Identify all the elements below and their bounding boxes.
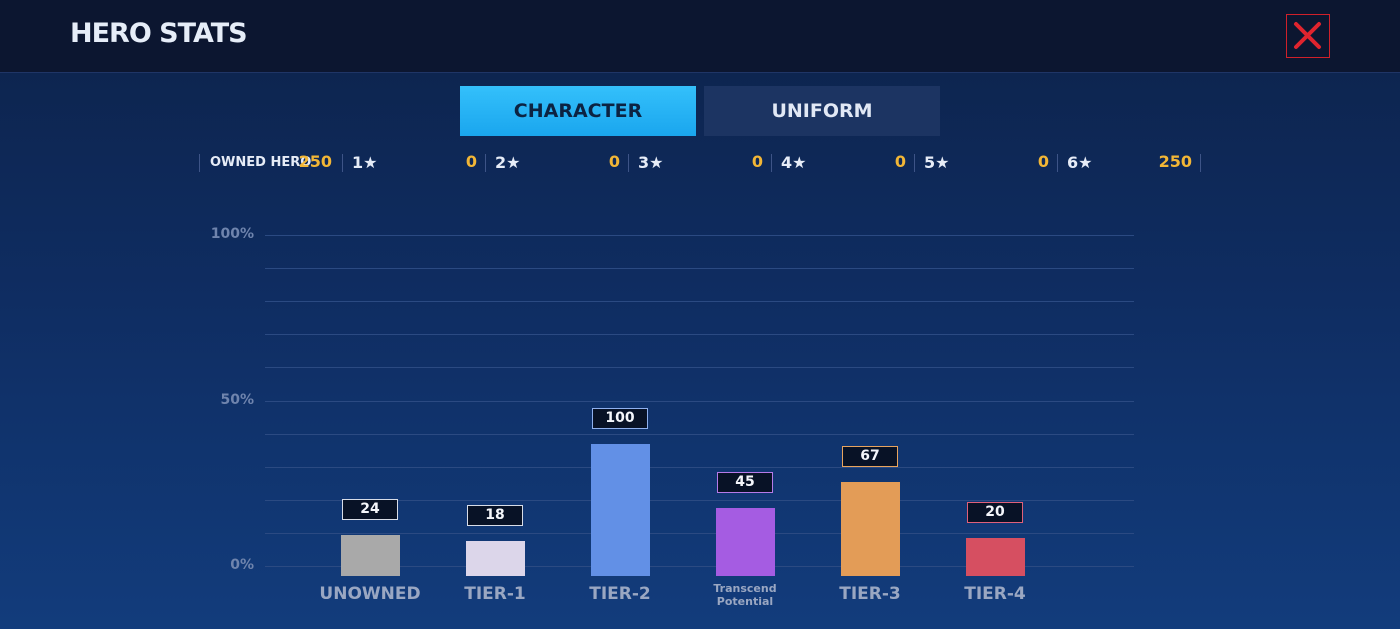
- separator: [1200, 154, 1201, 172]
- grid-line: [265, 433, 1134, 435]
- separator: [485, 154, 486, 172]
- grid-line: [265, 367, 1134, 369]
- y-tick-label: 0%: [230, 557, 254, 573]
- x-tick-label: TIER-1: [464, 584, 526, 604]
- separator: [914, 154, 915, 172]
- star-label: 3★: [638, 153, 664, 172]
- x-tick-label: TIER-3: [839, 584, 901, 604]
- count-label: 18: [467, 505, 523, 527]
- bar: [840, 481, 900, 576]
- separator: [771, 154, 772, 172]
- x-tick-label: TIER-2: [589, 584, 651, 604]
- star-label: 6★: [1067, 153, 1093, 172]
- summary-label: OWNED HERO: [210, 155, 312, 170]
- star-label: 2★: [495, 153, 521, 172]
- count-label: 100: [592, 407, 648, 429]
- count-label: 24: [342, 498, 398, 520]
- bar: [465, 541, 525, 576]
- tab-character[interactable]: CHARACTER: [460, 86, 696, 136]
- star-value: 0: [751, 152, 763, 171]
- star-value: 0: [608, 152, 620, 171]
- count-label: 67: [842, 445, 898, 467]
- count-label: 20: [967, 501, 1023, 523]
- separator: [1057, 154, 1058, 172]
- star-value: 0: [894, 152, 906, 171]
- x-tick-label: TIER-4: [964, 584, 1026, 604]
- bar: [965, 537, 1025, 576]
- grid-line: [265, 566, 1134, 567]
- grid-line: [265, 466, 1134, 468]
- bar: [715, 508, 775, 576]
- tab-uniform[interactable]: UNIFORM: [704, 86, 940, 136]
- grid-line: [265, 532, 1134, 534]
- y-tick-label: 100%: [210, 226, 254, 242]
- page-title: HERO STATS: [70, 18, 248, 49]
- bar: [340, 534, 400, 576]
- star-value: 250: [1158, 152, 1192, 171]
- grid-line: [265, 301, 1134, 303]
- grid-line: [265, 499, 1134, 501]
- close-icon: [1294, 22, 1321, 49]
- summary-value: 250: [298, 152, 332, 171]
- star-label: 1★: [352, 153, 378, 172]
- x-tick-label: UNOWNED: [319, 584, 421, 604]
- bar: [590, 443, 650, 576]
- grid-line: [265, 268, 1134, 270]
- star-label: 5★: [924, 153, 950, 172]
- star-value: 0: [1037, 152, 1049, 171]
- header-bar: [0, 0, 1400, 73]
- count-label: 45: [717, 472, 773, 494]
- star-value: 0: [465, 152, 477, 171]
- x-tick-label: Transcend Potential: [713, 582, 777, 608]
- separator: [199, 154, 200, 172]
- separator: [628, 154, 629, 172]
- y-tick-label: 50%: [220, 391, 254, 408]
- separator: [342, 154, 343, 172]
- grid-line: [265, 334, 1134, 336]
- star-label: 4★: [781, 153, 807, 172]
- grid-line: [265, 235, 1134, 236]
- close-button[interactable]: [1286, 14, 1330, 58]
- grid-line: [265, 400, 1134, 402]
